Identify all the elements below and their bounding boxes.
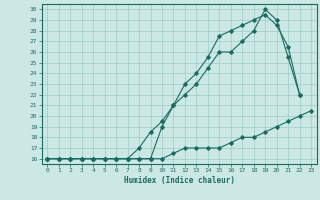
X-axis label: Humidex (Indice chaleur): Humidex (Indice chaleur) [124, 176, 235, 185]
